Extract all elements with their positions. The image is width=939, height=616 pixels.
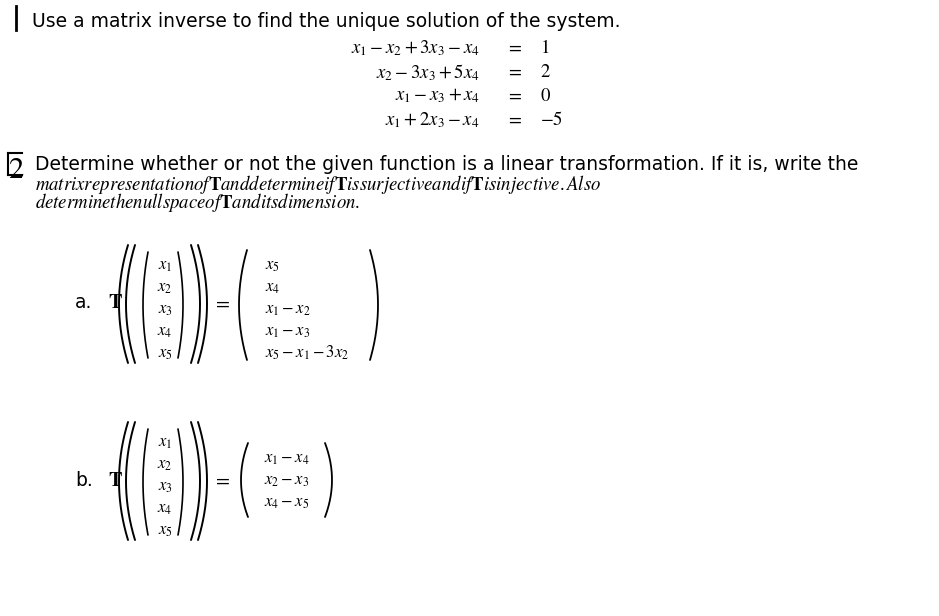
Text: $x_3$: $x_3$ (158, 477, 173, 495)
Text: $x_1 - x_2 + 3x_3 - x_4$: $x_1 - x_2 + 3x_3 - x_4$ (351, 38, 480, 58)
Text: $x_1$: $x_1$ (158, 256, 172, 274)
Text: $x_1 - x_2$: $x_1 - x_2$ (265, 300, 311, 318)
Text: $x_2$: $x_2$ (158, 278, 173, 296)
Text: $x_5$: $x_5$ (158, 521, 173, 539)
Text: $2$: $2$ (540, 62, 551, 81)
Text: $x_1 - x_3 + x_4$: $x_1 - x_3 + x_4$ (394, 86, 480, 105)
Text: $x_5$: $x_5$ (158, 344, 173, 362)
Text: $x_3$: $x_3$ (158, 300, 173, 318)
Text: $x_5 - x_1 - 3x_2$: $x_5 - x_1 - 3x_2$ (265, 344, 349, 362)
Text: $x_2$: $x_2$ (158, 455, 173, 473)
Text: $determine the null space of \mathbf{T} and its dimension.$: $determine the null space of \mathbf{T} … (35, 191, 361, 214)
Text: $x_4$: $x_4$ (265, 278, 280, 296)
Text: $=$: $=$ (213, 471, 231, 490)
Text: $1$: $1$ (540, 38, 549, 57)
Text: a.: a. (75, 293, 92, 312)
Text: $x_2 - x_3$: $x_2 - x_3$ (264, 471, 309, 489)
Text: $x_4$: $x_4$ (158, 499, 173, 517)
Text: $x_1 - x_4$: $x_1 - x_4$ (264, 449, 310, 467)
Text: Determine whether or not the given function is a linear transformation. If it is: Determine whether or not the given funct… (35, 155, 858, 174)
Text: $x_1 + 2x_3 - x_4$: $x_1 + 2x_3 - x_4$ (386, 110, 480, 130)
Text: $x_4 - x_5$: $x_4 - x_5$ (264, 493, 309, 511)
Text: $\mathbf{T}$: $\mathbf{T}$ (108, 471, 123, 490)
Text: $x_2 - 3x_3 + 5x_4$: $x_2 - 3x_3 + 5x_4$ (377, 62, 480, 83)
Text: $=$: $=$ (506, 38, 522, 57)
Text: $=$: $=$ (506, 86, 522, 105)
Text: $x_5$: $x_5$ (265, 256, 280, 274)
Text: $=$: $=$ (506, 110, 522, 129)
Text: Use a matrix inverse to find the unique solution of the system.: Use a matrix inverse to find the unique … (32, 12, 621, 31)
Text: $-5$: $-5$ (540, 110, 563, 129)
Text: $x_1$: $x_1$ (158, 433, 172, 451)
Text: $\mathbf{T}$: $\mathbf{T}$ (108, 293, 123, 312)
Text: $2$: $2$ (8, 155, 24, 184)
Text: $0$: $0$ (540, 86, 551, 105)
Text: $=$: $=$ (213, 293, 231, 312)
Text: b.: b. (75, 471, 93, 490)
Text: $matrix representation of \mathbf{T} and determine if \mathbf{T} is surjective a: $matrix representation of \mathbf{T} and… (35, 173, 601, 196)
Text: $x_1 - x_3$: $x_1 - x_3$ (265, 322, 310, 340)
Text: $x_4$: $x_4$ (158, 322, 173, 340)
Text: $=$: $=$ (506, 62, 522, 81)
